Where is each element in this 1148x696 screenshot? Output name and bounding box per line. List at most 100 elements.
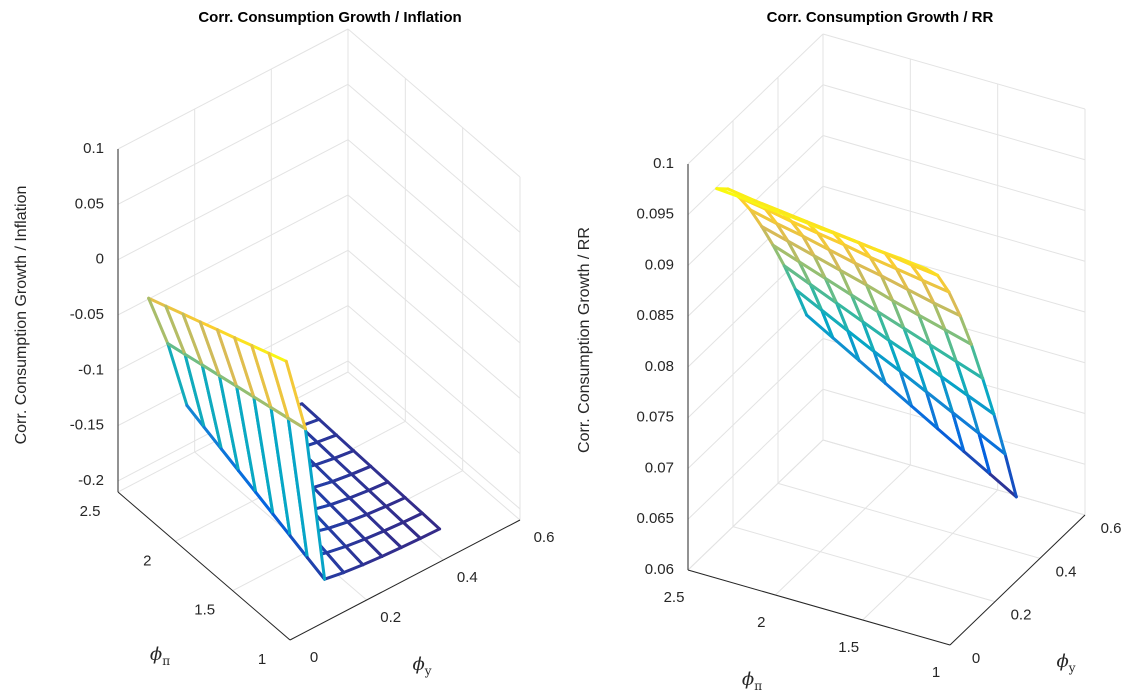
grid-line — [117, 139, 349, 261]
mesh-edge — [801, 234, 831, 252]
y-tick-label: 0.2 — [380, 609, 401, 626]
mesh-face — [941, 376, 979, 434]
y-axis-label: ϕy — [412, 654, 431, 678]
mesh-edge — [917, 313, 947, 332]
mesh-edge — [269, 405, 292, 538]
grid-line — [347, 83, 521, 233]
chart-title: Corr. Consumption Growth / RR — [767, 9, 994, 26]
y-tick-label: 0.6 — [1101, 520, 1122, 537]
mesh-face — [347, 514, 385, 540]
mesh-edge — [332, 456, 354, 476]
grid-line — [687, 33, 824, 165]
mesh-edge — [767, 207, 782, 213]
mesh-edge — [311, 486, 332, 507]
x-tick-label: 1.5 — [838, 639, 859, 656]
x-tick-label: 2 — [143, 552, 151, 569]
mesh-edge — [951, 411, 981, 435]
mesh-edge — [250, 344, 271, 355]
mesh-edge — [233, 336, 254, 348]
mesh-edge — [384, 496, 407, 508]
grid-line — [117, 249, 349, 371]
mesh-edge — [921, 278, 936, 305]
mesh-edge — [891, 299, 921, 317]
y-tick-label: 0.2 — [1011, 607, 1032, 624]
mesh-edge — [853, 261, 869, 287]
mesh-edge — [827, 248, 857, 265]
mesh-edge — [323, 571, 346, 581]
mesh-face — [148, 298, 185, 355]
mesh-edge — [327, 526, 348, 549]
mesh-face — [765, 208, 803, 237]
mesh-edge — [947, 290, 962, 318]
mesh-edge — [183, 352, 206, 429]
mesh-edge — [401, 511, 424, 524]
mesh-edge — [831, 336, 861, 363]
x-axis-label: ϕπ — [742, 669, 762, 693]
mesh-face — [896, 268, 934, 304]
mesh-face — [967, 395, 1006, 454]
mesh-face — [253, 396, 291, 536]
mesh-edge — [202, 425, 223, 451]
z-tick-label: 0.07 — [645, 459, 674, 476]
mesh-edge — [215, 328, 237, 340]
axis-symbol: ϕ — [1056, 651, 1068, 672]
mesh-face — [330, 498, 367, 522]
x-tick-label: 1 — [932, 664, 940, 681]
mesh-edge — [928, 343, 943, 379]
z-tick-label: -0.1 — [78, 361, 104, 378]
mesh-edge — [932, 301, 947, 332]
mesh-face — [881, 275, 919, 316]
mesh-edge — [790, 220, 820, 235]
mesh-edge — [166, 342, 189, 407]
mesh-edge — [988, 472, 1018, 499]
z-tick-label: -0.05 — [70, 306, 104, 323]
mesh-edge — [879, 274, 895, 303]
mesh-face — [328, 521, 365, 547]
mesh-edge — [786, 239, 801, 264]
chart-title: Corr. Consumption Growth / Inflation — [198, 9, 461, 26]
mesh-edge — [820, 308, 835, 340]
mesh-edge — [966, 393, 981, 435]
mesh-edge — [233, 336, 256, 399]
mesh-edge — [906, 287, 921, 317]
mesh-face — [866, 284, 904, 329]
mesh-edge — [808, 282, 824, 312]
mesh-face — [945, 329, 983, 379]
z-tick-label: -0.15 — [70, 417, 104, 434]
grid-line — [347, 194, 521, 344]
mesh-face — [349, 490, 386, 515]
grid-line — [774, 464, 911, 596]
mesh-edge — [883, 251, 898, 271]
mesh-edge — [846, 329, 876, 353]
mesh-edge — [200, 363, 223, 451]
mesh-edge — [924, 267, 940, 277]
mesh-edge — [909, 263, 925, 282]
axis-subscript: y — [1068, 661, 1076, 675]
mesh-edge — [872, 247, 887, 255]
mesh-edge — [898, 369, 914, 408]
mesh-edge — [328, 503, 350, 524]
mesh-face — [926, 391, 964, 452]
mesh-edge — [835, 301, 865, 324]
mesh-edge — [917, 313, 932, 347]
mesh-edge — [330, 472, 354, 484]
mesh-face — [817, 233, 856, 264]
mesh-edge — [365, 512, 386, 533]
mesh-edge — [977, 431, 992, 476]
mesh-face — [832, 232, 871, 258]
mesh-edge — [913, 356, 943, 379]
mesh-face — [219, 375, 256, 493]
grid-line — [687, 388, 824, 520]
mesh-face — [978, 433, 1017, 497]
mesh-face — [847, 330, 886, 384]
mesh-edge — [382, 529, 403, 550]
mesh-edge — [183, 352, 204, 367]
y-tick-label: 0.4 — [1056, 563, 1077, 580]
mesh-edge — [303, 427, 327, 581]
grid-line — [347, 249, 521, 399]
mesh-edge — [943, 328, 973, 346]
mesh-face — [870, 257, 908, 290]
mesh-edge — [910, 404, 940, 431]
mesh-edge — [254, 490, 275, 516]
mesh-face — [933, 303, 972, 345]
